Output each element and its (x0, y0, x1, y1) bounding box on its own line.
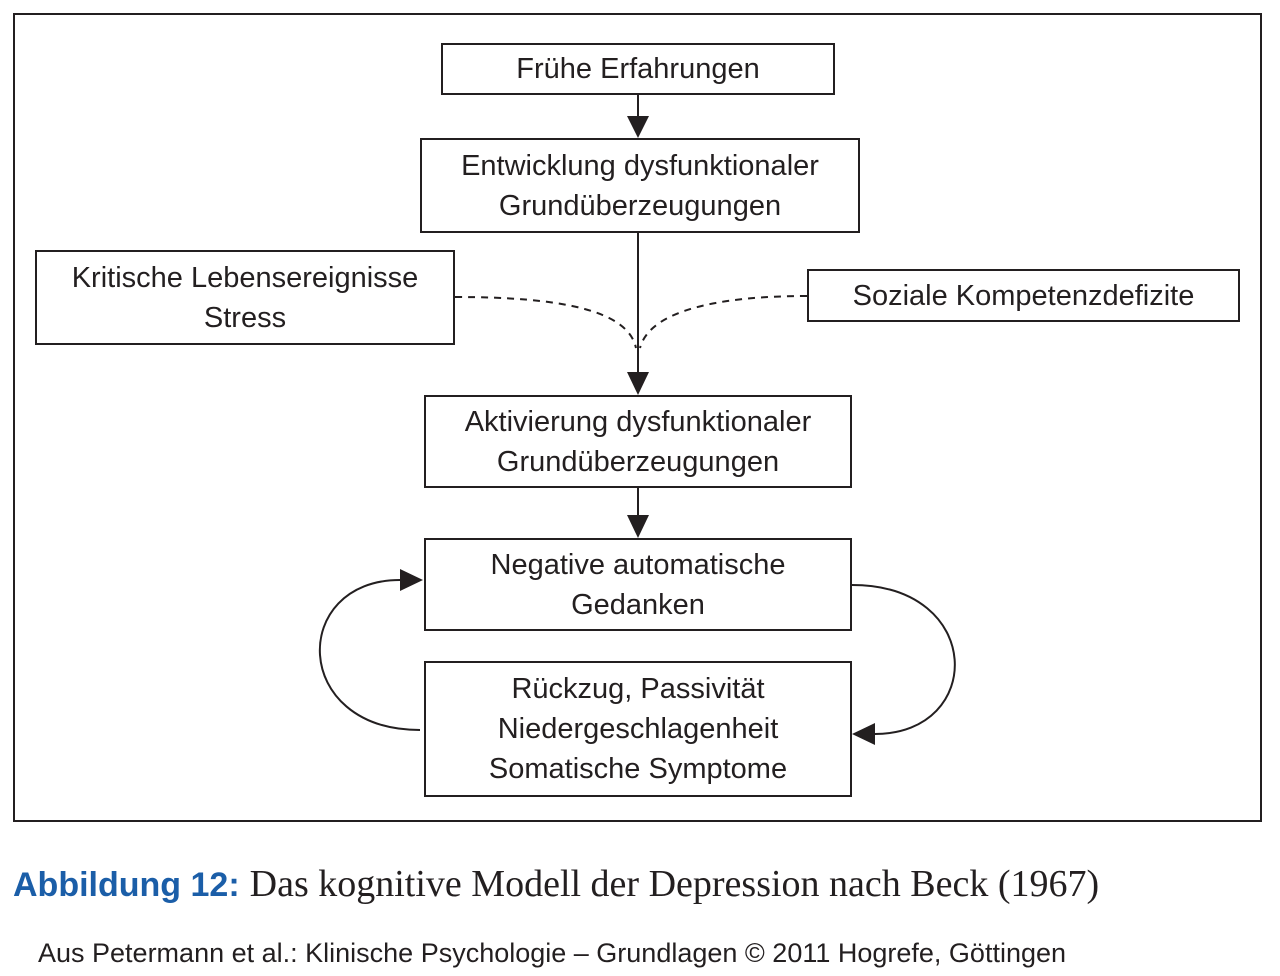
node-label: Grundüberzeugungen (498, 189, 782, 222)
edge-loop-left (319, 569, 423, 731)
node-label: Gedanken (571, 588, 705, 621)
edge-loop-right (851, 584, 956, 745)
node-fruehe-erfahrungen: Frühe Erfahrungen (441, 43, 835, 95)
node-entwicklung-dysfunktionaler-grundueberzeugungen: Entwicklung dysfunktionaler Grundüberzeu… (420, 138, 860, 233)
node-aktivierung-dysfunktionaler-grundueberzeugungen: Aktivierung dysfunktionaler Grundüberzeu… (424, 395, 852, 488)
figure-caption: Abbildung 12: Das kognitive Modell der De… (13, 862, 1263, 906)
diagram-frame (13, 13, 1262, 822)
node-label: Soziale Kompetenzdefizite (852, 279, 1195, 312)
node-label: Entwicklung dysfunktionaler (461, 149, 819, 182)
edge-kritische-dashed (454, 296, 637, 349)
node-label: Kritische Lebensereignisse (71, 261, 419, 294)
node-label: Rückzug, Passivität (511, 673, 765, 705)
edge-fruehe-to-entwicklung (627, 95, 649, 138)
node-label: Negative automatische (490, 548, 786, 581)
node-label: Grundüberzeugungen (496, 445, 780, 478)
edge-aktivierung-to-negative (627, 488, 649, 538)
node-negative-automatische-gedanken: Negative automatische Gedanken (424, 538, 852, 631)
node-label: Frühe Erfahrungen (516, 53, 760, 85)
node-label: Aktivierung dysfunktionaler (464, 405, 812, 438)
node-label: Niedergeschlagenheit (497, 713, 779, 745)
edge-entwicklung-to-aktivierung (627, 233, 649, 395)
source-credit: Aus Petermann et al.: Klinische Psycholo… (38, 938, 1067, 968)
node-kritische-lebensereignisse: Kritische Lebensereignisse Stress (35, 250, 455, 345)
node-label: Somatische Symptome (488, 753, 788, 785)
caption-text: Das kognitive Modell der Depression nach… (249, 863, 1100, 905)
node-label: Stress (203, 301, 287, 334)
caption-label: Abbildung 12: (13, 866, 240, 904)
node-soziale-kompetenzdefizite: Soziale Kompetenzdefizite (807, 269, 1240, 322)
node-rueckzug-passivitaet: Rückzug, Passivität Niedergeschlagenheit… (424, 661, 852, 797)
edge-sozial-dashed (639, 295, 808, 349)
